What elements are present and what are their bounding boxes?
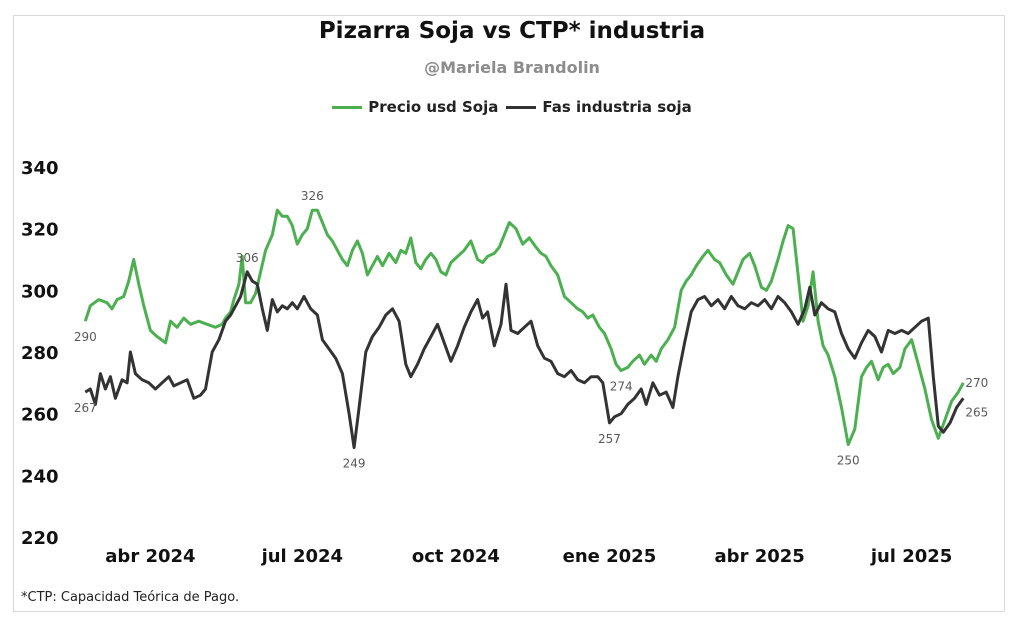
- y-axis: 340 320 300 280 260 240 220: [21, 158, 59, 549]
- x-tick-label: ene 2025: [563, 546, 657, 567]
- x-tick-label: jul 2025: [870, 546, 953, 567]
- y-tick-label: 280: [21, 343, 59, 364]
- chart-legend: Precio usd Soja Fas industria soja: [0, 98, 1024, 116]
- series-line-precio-soja: [83, 208, 965, 446]
- data-label: 265: [965, 405, 988, 419]
- y-tick-label: 300: [21, 281, 59, 302]
- y-tick-label: 220: [21, 528, 59, 549]
- data-label: 326: [301, 189, 324, 203]
- data-label: 267: [74, 401, 97, 415]
- data-label: 250: [837, 454, 860, 468]
- legend-label-precio: Precio usd Soja: [368, 98, 499, 116]
- series-lines: [83, 208, 965, 450]
- x-tick-label: oct 2024: [412, 546, 500, 567]
- x-tick-label: jul 2024: [261, 546, 344, 567]
- series-line-fas-industria: [84, 270, 965, 450]
- chart-frame: [13, 15, 1005, 612]
- x-tick-label: abr 2024: [105, 546, 195, 567]
- data-labels: 290 267 326 306 249 274 257 250 270 265: [74, 189, 988, 470]
- x-tick-label: abr 2025: [715, 546, 805, 567]
- data-label: 306: [236, 251, 259, 265]
- legend-swatch-fas: [506, 105, 537, 109]
- y-tick-label: 260: [21, 405, 59, 426]
- chart-subtitle: @Mariela Brandolin: [424, 58, 600, 77]
- chart-title: Pizarra Soja vs CTP* industria: [318, 18, 706, 44]
- data-label: 257: [598, 432, 621, 446]
- footnote: *CTP: Capacidad Teórica de Pago.: [21, 590, 240, 605]
- legend-item-precio: Precio usd Soja: [332, 98, 498, 116]
- legend-swatch-precio: [332, 105, 363, 109]
- data-label: 249: [343, 457, 366, 471]
- data-label: 274: [610, 380, 633, 394]
- y-tick-label: 240: [21, 466, 59, 487]
- legend-item-fas: Fas industria soja: [506, 98, 692, 116]
- y-tick-label: 340: [21, 158, 59, 179]
- data-label: 270: [965, 376, 988, 390]
- data-label: 290: [74, 330, 97, 344]
- x-axis: abr 2024 jul 2024 oct 2024 ene 2025 abr 2025…: [105, 546, 952, 567]
- legend-label-fas: Fas industria soja: [542, 98, 692, 116]
- y-tick-label: 320: [21, 220, 59, 241]
